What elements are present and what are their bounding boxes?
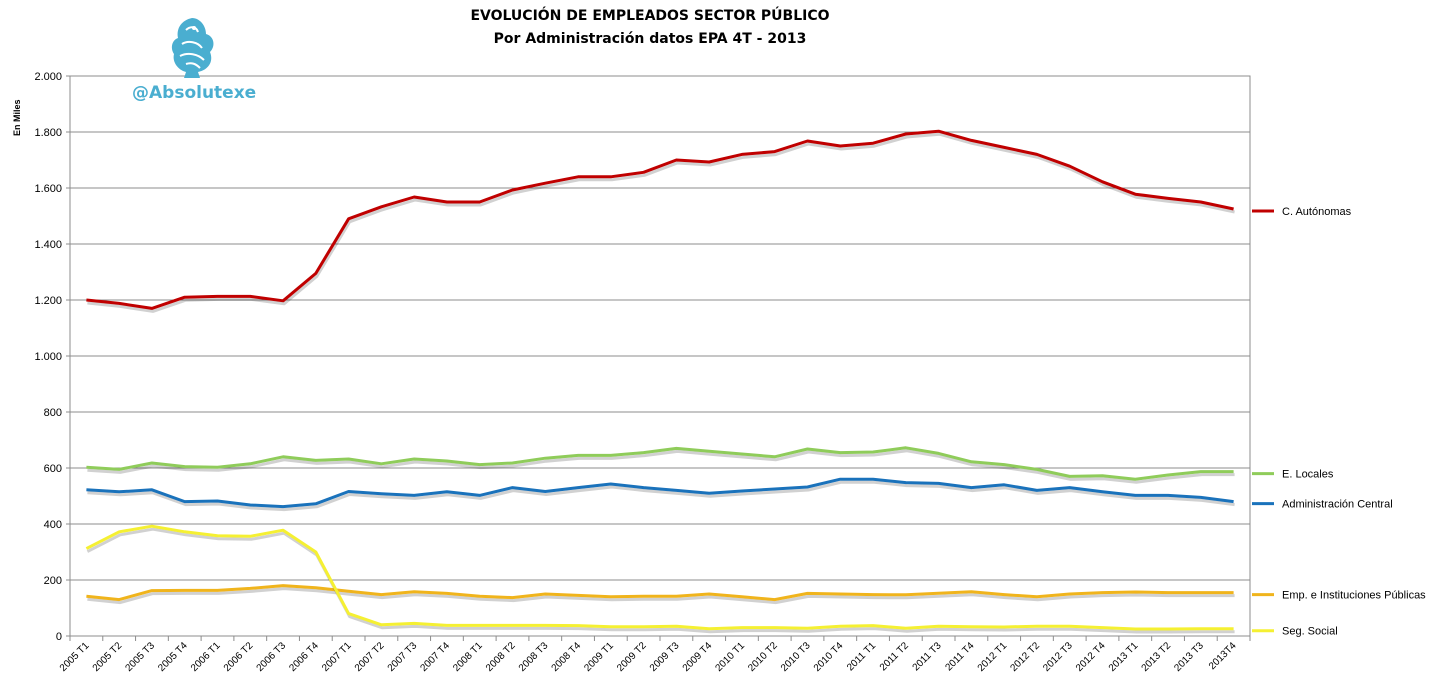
x-tick-label: 2005 T3 <box>123 640 157 674</box>
x-tick-label: 2005 T4 <box>156 640 190 674</box>
legend-label: Administración Central <box>1282 499 1393 511</box>
y-tick-label: 1.800 <box>34 127 62 139</box>
y-tick-label: 1.000 <box>34 351 62 363</box>
x-tick-label: 2007 T1 <box>320 640 354 674</box>
x-tick-label: 2007 T3 <box>386 640 420 674</box>
x-tick-label: 2011 T1 <box>845 640 878 673</box>
legend-label: E. Locales <box>1282 469 1334 481</box>
x-tick-label: 2009 T4 <box>681 640 715 674</box>
y-tick-label: 200 <box>44 575 62 587</box>
x-tick-label: 2006 T4 <box>287 640 321 674</box>
series-line <box>86 584 1234 602</box>
series-line <box>86 129 1234 310</box>
y-tick-label: 0 <box>56 631 62 643</box>
x-tick-label: 2005 T1 <box>58 640 92 674</box>
x-tick-label: 2008 T1 <box>451 640 485 674</box>
series-line-shadow <box>87 449 1235 484</box>
x-tick-label: 2006 T3 <box>255 640 289 674</box>
x-tick-label: 2012 T3 <box>1041 640 1075 674</box>
x-tick-label: 2007 T4 <box>418 640 452 674</box>
y-tick-label: 600 <box>44 463 62 475</box>
y-tick-label: 1.600 <box>34 183 62 195</box>
x-tick-label: 2013 T3 <box>1172 640 1206 674</box>
x-tick-label: 2008 T2 <box>484 640 518 674</box>
x-tick-label: 2006 T2 <box>222 640 256 674</box>
griffin-logo-icon <box>171 18 214 78</box>
x-tick-label: 2011 T2 <box>878 640 911 673</box>
x-tick-label: 2012 T1 <box>976 640 1010 674</box>
chart-subtitle: Por Administración datos EPA 4T - 2013 <box>493 31 807 47</box>
x-tick-label: 2010 T1 <box>713 640 747 674</box>
x-tick-label: 2012 T2 <box>1008 640 1042 674</box>
x-tick-label: 2013 T1 <box>1107 640 1141 674</box>
series-line <box>85 524 1234 631</box>
x-tick-label: 2009 T3 <box>648 640 682 674</box>
series-line-shadow <box>86 527 1235 634</box>
y-tick-label: 1.200 <box>34 295 62 307</box>
x-tick-label: 2010 T4 <box>812 640 846 674</box>
x-tick-label: 2011 T3 <box>911 640 944 673</box>
chart-title: EVOLUCIÓN DE EMPLEADOS SECTOR PÚBLICO <box>470 8 830 24</box>
x-tick-label: 2010 T3 <box>779 640 813 674</box>
x-tick-label: 2009 T1 <box>582 640 616 674</box>
y-tick-label: 800 <box>44 407 62 419</box>
legend-label: C. Autónomas <box>1282 206 1352 218</box>
x-tick-label: 2010 T2 <box>746 640 780 674</box>
legend-label: Seg. Social <box>1282 626 1338 638</box>
x-tick-label: 2005 T2 <box>91 640 125 674</box>
legend-label: Emp. e Instituciones Públicas <box>1282 590 1426 602</box>
series-line-shadow <box>87 587 1235 605</box>
x-tick-label: 2011 T4 <box>943 640 976 673</box>
brand-handle: @Absolutexe <box>132 83 257 103</box>
x-tick-label: 2008 T4 <box>550 640 584 674</box>
series-line-shadow <box>87 480 1235 512</box>
x-tick-label: 2009 T2 <box>615 640 649 674</box>
x-tick-label: 2013T4 <box>1207 640 1239 672</box>
series-line <box>86 446 1234 481</box>
x-tick-label: 2006 T1 <box>189 640 223 674</box>
x-tick-label: 2007 T2 <box>353 640 387 674</box>
x-tick-label: 2013 T2 <box>1140 640 1174 674</box>
series-line <box>86 477 1234 509</box>
y-axis-label: En Miles <box>12 99 22 136</box>
y-tick-label: 1.400 <box>34 239 62 251</box>
x-tick-label: 2012 T4 <box>1074 640 1108 674</box>
x-tick-label: 2008 T3 <box>517 640 551 674</box>
y-tick-label: 400 <box>44 519 62 531</box>
series-line-shadow <box>87 132 1235 313</box>
y-tick-label: 2.000 <box>34 71 62 83</box>
